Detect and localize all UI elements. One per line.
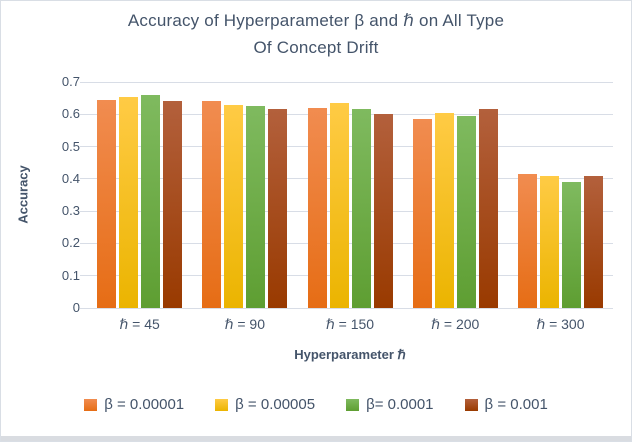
- bar-group: [297, 82, 402, 308]
- y-tick-label: 0.7: [61, 74, 80, 89]
- y-tick-label: 0.3: [61, 203, 80, 219]
- legend-swatch-icon: [84, 398, 98, 411]
- x-category-label: ℏ = 300: [536, 316, 585, 332]
- y-tick-label: 0.4: [61, 170, 80, 186]
- legend-swatch-icon: [215, 398, 229, 411]
- bar-group: [403, 82, 508, 308]
- legend-label: β = 0.00001: [104, 396, 185, 413]
- legend-label: β= 0.0001: [366, 396, 434, 413]
- bar: [539, 175, 559, 308]
- x-category-label: ℏ = 200: [431, 316, 480, 332]
- bar-group: [192, 82, 297, 308]
- legend-label: β = 0.001: [484, 396, 548, 413]
- bar: [268, 109, 288, 308]
- x-category-label: ℏ = 45: [119, 316, 160, 332]
- bar-group: [87, 82, 192, 308]
- y-tick-label: 0.1: [61, 267, 80, 283]
- bottom-edge-strip: [1, 436, 631, 441]
- y-tick-label: 0.6: [61, 106, 80, 122]
- chart-title-line2: Of Concept Drift: [253, 38, 379, 57]
- legend-item: β = 0.00001: [84, 396, 184, 413]
- y-tick-label: 0.5: [61, 138, 80, 154]
- bar: [478, 109, 498, 308]
- bar: [434, 112, 454, 308]
- gridline: [80, 81, 613, 83]
- bar-group: [508, 82, 613, 308]
- bar: [373, 114, 393, 308]
- legend-item: β= 0.0001: [346, 396, 434, 413]
- legend-swatch-icon: [464, 398, 478, 411]
- bar: [202, 101, 222, 308]
- legend-item: β = 0.001: [464, 396, 548, 413]
- bar: [517, 174, 537, 308]
- bar: [163, 101, 183, 308]
- bar: [456, 115, 476, 308]
- x-category-label: ℏ = 150: [325, 316, 375, 332]
- gridline: [80, 307, 613, 309]
- chart-title-line1: Accuracy of Hyperparameter β and ℏ on Al…: [127, 11, 505, 30]
- x-axis-title: Hyperparameter ℏ: [294, 347, 406, 362]
- plot-area: 0 0.1 0.2 0.3 0.4 0.5 0.6 0.7: [62, 74, 613, 315]
- bar: [351, 109, 371, 308]
- legend-item: β = 0.00005: [215, 396, 315, 413]
- chart-title: Accuracy of Hyperparameter β and ℏ on Al…: [1, 7, 631, 61]
- bar: [329, 103, 349, 308]
- bar-groups: [87, 82, 613, 308]
- bar: [224, 104, 244, 308]
- legend: β = 0.00001 β = 0.00005 β= 0.0001 β = 0.001: [1, 396, 631, 413]
- y-axis-title: Accuracy: [15, 165, 31, 224]
- bar: [561, 182, 581, 308]
- bar: [307, 107, 327, 308]
- bar: [246, 106, 266, 308]
- y-tick-label: 0: [72, 300, 80, 315]
- legend-label: β = 0.00005: [235, 396, 316, 413]
- bar: [583, 175, 603, 308]
- bar: [141, 94, 161, 308]
- bar: [119, 96, 139, 308]
- y-tick-label: 0.2: [61, 235, 80, 251]
- x-axis-category-labels: ℏ = 45 ℏ = 90 ℏ = 150 ℏ = 200 ℏ = 300: [87, 316, 613, 333]
- bar: [412, 119, 432, 308]
- bar: [97, 99, 117, 308]
- legend-swatch-icon: [346, 398, 360, 411]
- x-category-label: ℏ = 90: [224, 316, 265, 332]
